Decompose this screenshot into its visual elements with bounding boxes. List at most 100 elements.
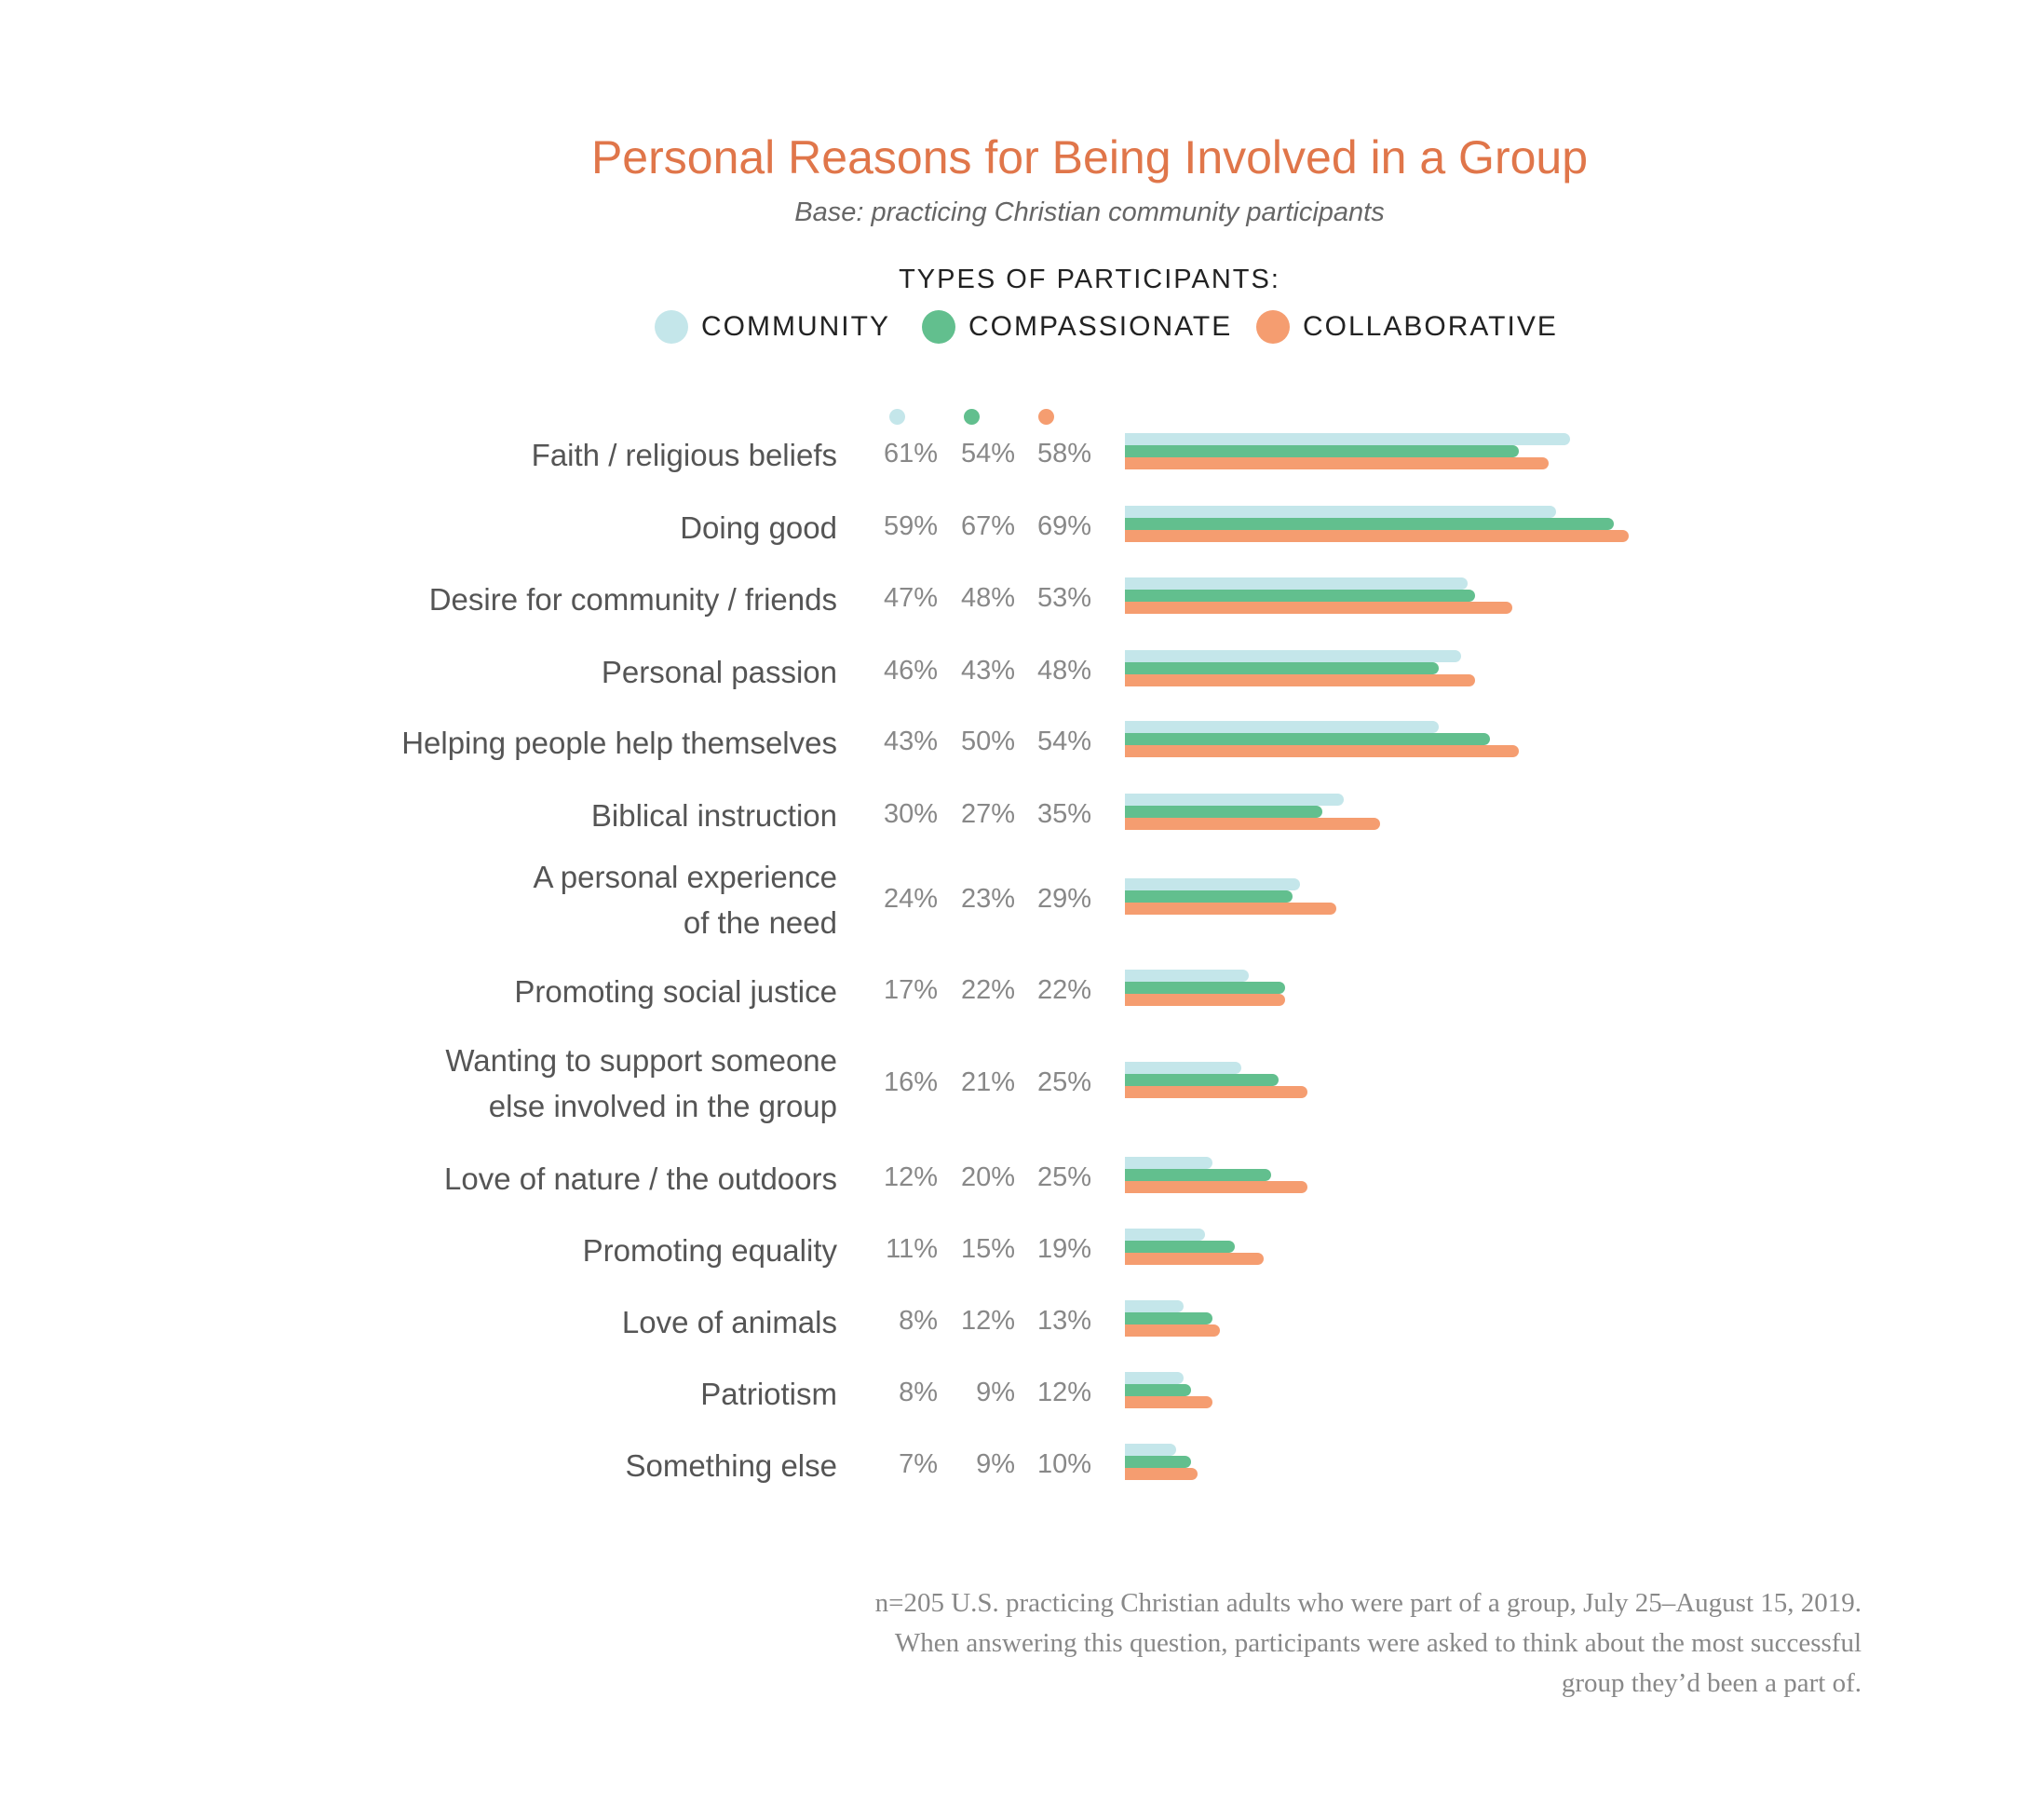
category-label: Love of animals: [622, 1299, 837, 1345]
category-label-line: Love of animals: [621, 1304, 837, 1339]
category-label: Patriotism: [700, 1371, 837, 1417]
legend-label: COMPASSIONATE: [968, 311, 1233, 342]
category-label: Promoting social justice: [514, 969, 837, 1014]
bar-collaborative: [1125, 1324, 1220, 1337]
bar-compassionate: [1125, 1384, 1191, 1396]
category-label-line: Love of nature / the outdoors: [444, 1161, 837, 1196]
category-label-line: Personal passion: [601, 654, 837, 689]
data-label: 22%: [960, 975, 1015, 1005]
legend-item-compassionate: COMPASSIONATE: [922, 310, 1232, 344]
bar-compassionate: [1125, 806, 1322, 818]
bar-community: [1125, 878, 1301, 890]
legend-item-collaborative: COLLABORATIVE: [1256, 310, 1558, 344]
legend-swatch: [1256, 310, 1290, 344]
category-label: Biblical instruction: [591, 793, 837, 838]
bar-collaborative: [1125, 994, 1286, 1006]
bar-compassionate: [1125, 733, 1490, 745]
bar-collaborative: [1125, 1396, 1213, 1408]
bar-community: [1125, 1062, 1242, 1074]
category-label-line: Faith / religious beliefs: [531, 437, 837, 472]
category-label: A personal experience of the need: [533, 854, 837, 945]
data-label: 22%: [1036, 975, 1091, 1005]
data-label: 25%: [1036, 1067, 1091, 1097]
bar-compassionate: [1125, 982, 1286, 994]
bar-compassionate: [1125, 518, 1615, 530]
category-label-line: Biblical instruction: [590, 797, 837, 833]
data-label: 12%: [960, 1306, 1015, 1336]
data-label: 8%: [899, 1378, 938, 1407]
data-label: 16%: [883, 1067, 938, 1097]
data-label: 17%: [883, 975, 938, 1005]
category-label-line: Desire for community / friends: [428, 581, 837, 617]
data-label: 48%: [1036, 656, 1091, 686]
category-label: Desire for community / friends: [429, 577, 837, 622]
data-label: 54%: [1036, 727, 1091, 756]
data-label: 15%: [960, 1234, 1015, 1264]
bar-collaborative: [1125, 818, 1381, 830]
bar-compassionate: [1125, 445, 1520, 457]
bar-compassionate: [1125, 662, 1440, 674]
data-label: 54%: [960, 439, 1015, 469]
data-label: 58%: [1036, 439, 1091, 469]
bar-collaborative: [1125, 1253, 1264, 1265]
category-label-line: Promoting social justice: [514, 973, 837, 1009]
bar-collaborative: [1125, 530, 1629, 542]
legend-item-community: COMMUNITY: [655, 310, 890, 344]
legend-title: TYPES OF PARTICIPANTS:: [899, 265, 1280, 294]
bar-community: [1125, 794, 1345, 806]
data-label: 9%: [976, 1449, 1015, 1479]
data-label: 30%: [883, 799, 938, 829]
category-label-line: A personal experience: [533, 860, 837, 894]
category-label: Love of nature / the outdoors: [444, 1156, 837, 1202]
bar-community: [1125, 721, 1440, 733]
category-label-line: Wanting to support someone: [445, 1043, 837, 1078]
column-marker-community: [889, 409, 905, 425]
bar-compassionate: [1125, 1241, 1235, 1253]
bar-community: [1125, 970, 1250, 982]
bar-community: [1125, 1229, 1206, 1241]
data-label: 27%: [960, 799, 1015, 829]
data-label: 8%: [899, 1306, 938, 1336]
bar-compassionate: [1125, 1074, 1279, 1086]
data-label: 46%: [883, 656, 938, 686]
data-label: 35%: [1036, 799, 1091, 829]
legend-swatch: [655, 310, 688, 344]
bar-collaborative: [1125, 1468, 1198, 1480]
bar-collaborative: [1125, 457, 1549, 469]
data-label: 43%: [960, 656, 1015, 686]
category-label-line: Helping people help themselves: [401, 725, 837, 760]
bar-collaborative: [1125, 1086, 1307, 1098]
footnote-line: n=205 U.S. practicing Christian adults w…: [874, 1588, 1862, 1618]
bar-compassionate: [1125, 890, 1293, 903]
footnote-line: When answering this question, participan…: [894, 1628, 1862, 1658]
category-label-line: Something else: [625, 1447, 837, 1483]
data-label: 9%: [976, 1378, 1015, 1407]
data-label: 7%: [899, 1449, 938, 1479]
category-label: Promoting equality: [583, 1228, 837, 1273]
bar-collaborative: [1125, 903, 1337, 915]
legend-swatch: [922, 310, 955, 344]
category-label-line: of the need: [683, 905, 837, 940]
category-label: Doing good: [680, 505, 837, 550]
bar-collaborative: [1125, 674, 1476, 686]
category-label: Something else: [626, 1443, 837, 1488]
data-label: 25%: [1036, 1162, 1091, 1192]
category-label: Personal passion: [602, 649, 837, 695]
footnote-line: group they’d been a part of.: [1561, 1668, 1862, 1698]
column-marker-compassionate: [964, 409, 980, 425]
bar-collaborative: [1125, 745, 1520, 757]
data-label: 19%: [1036, 1234, 1091, 1264]
bar-collaborative: [1125, 1181, 1307, 1193]
data-label: 12%: [1036, 1378, 1091, 1407]
chart-title: Personal Reasons for Being Involved in a…: [590, 131, 1589, 183]
data-label: 47%: [883, 583, 938, 613]
bar-compassionate: [1125, 590, 1476, 602]
data-label: 21%: [960, 1067, 1015, 1097]
bar-community: [1125, 1444, 1176, 1456]
bar-community: [1125, 433, 1571, 445]
data-label: 24%: [883, 884, 938, 914]
bar-community: [1125, 1157, 1213, 1169]
data-label: 59%: [883, 511, 938, 541]
bar-community: [1125, 1372, 1184, 1384]
legend-label: COLLABORATIVE: [1303, 311, 1558, 342]
